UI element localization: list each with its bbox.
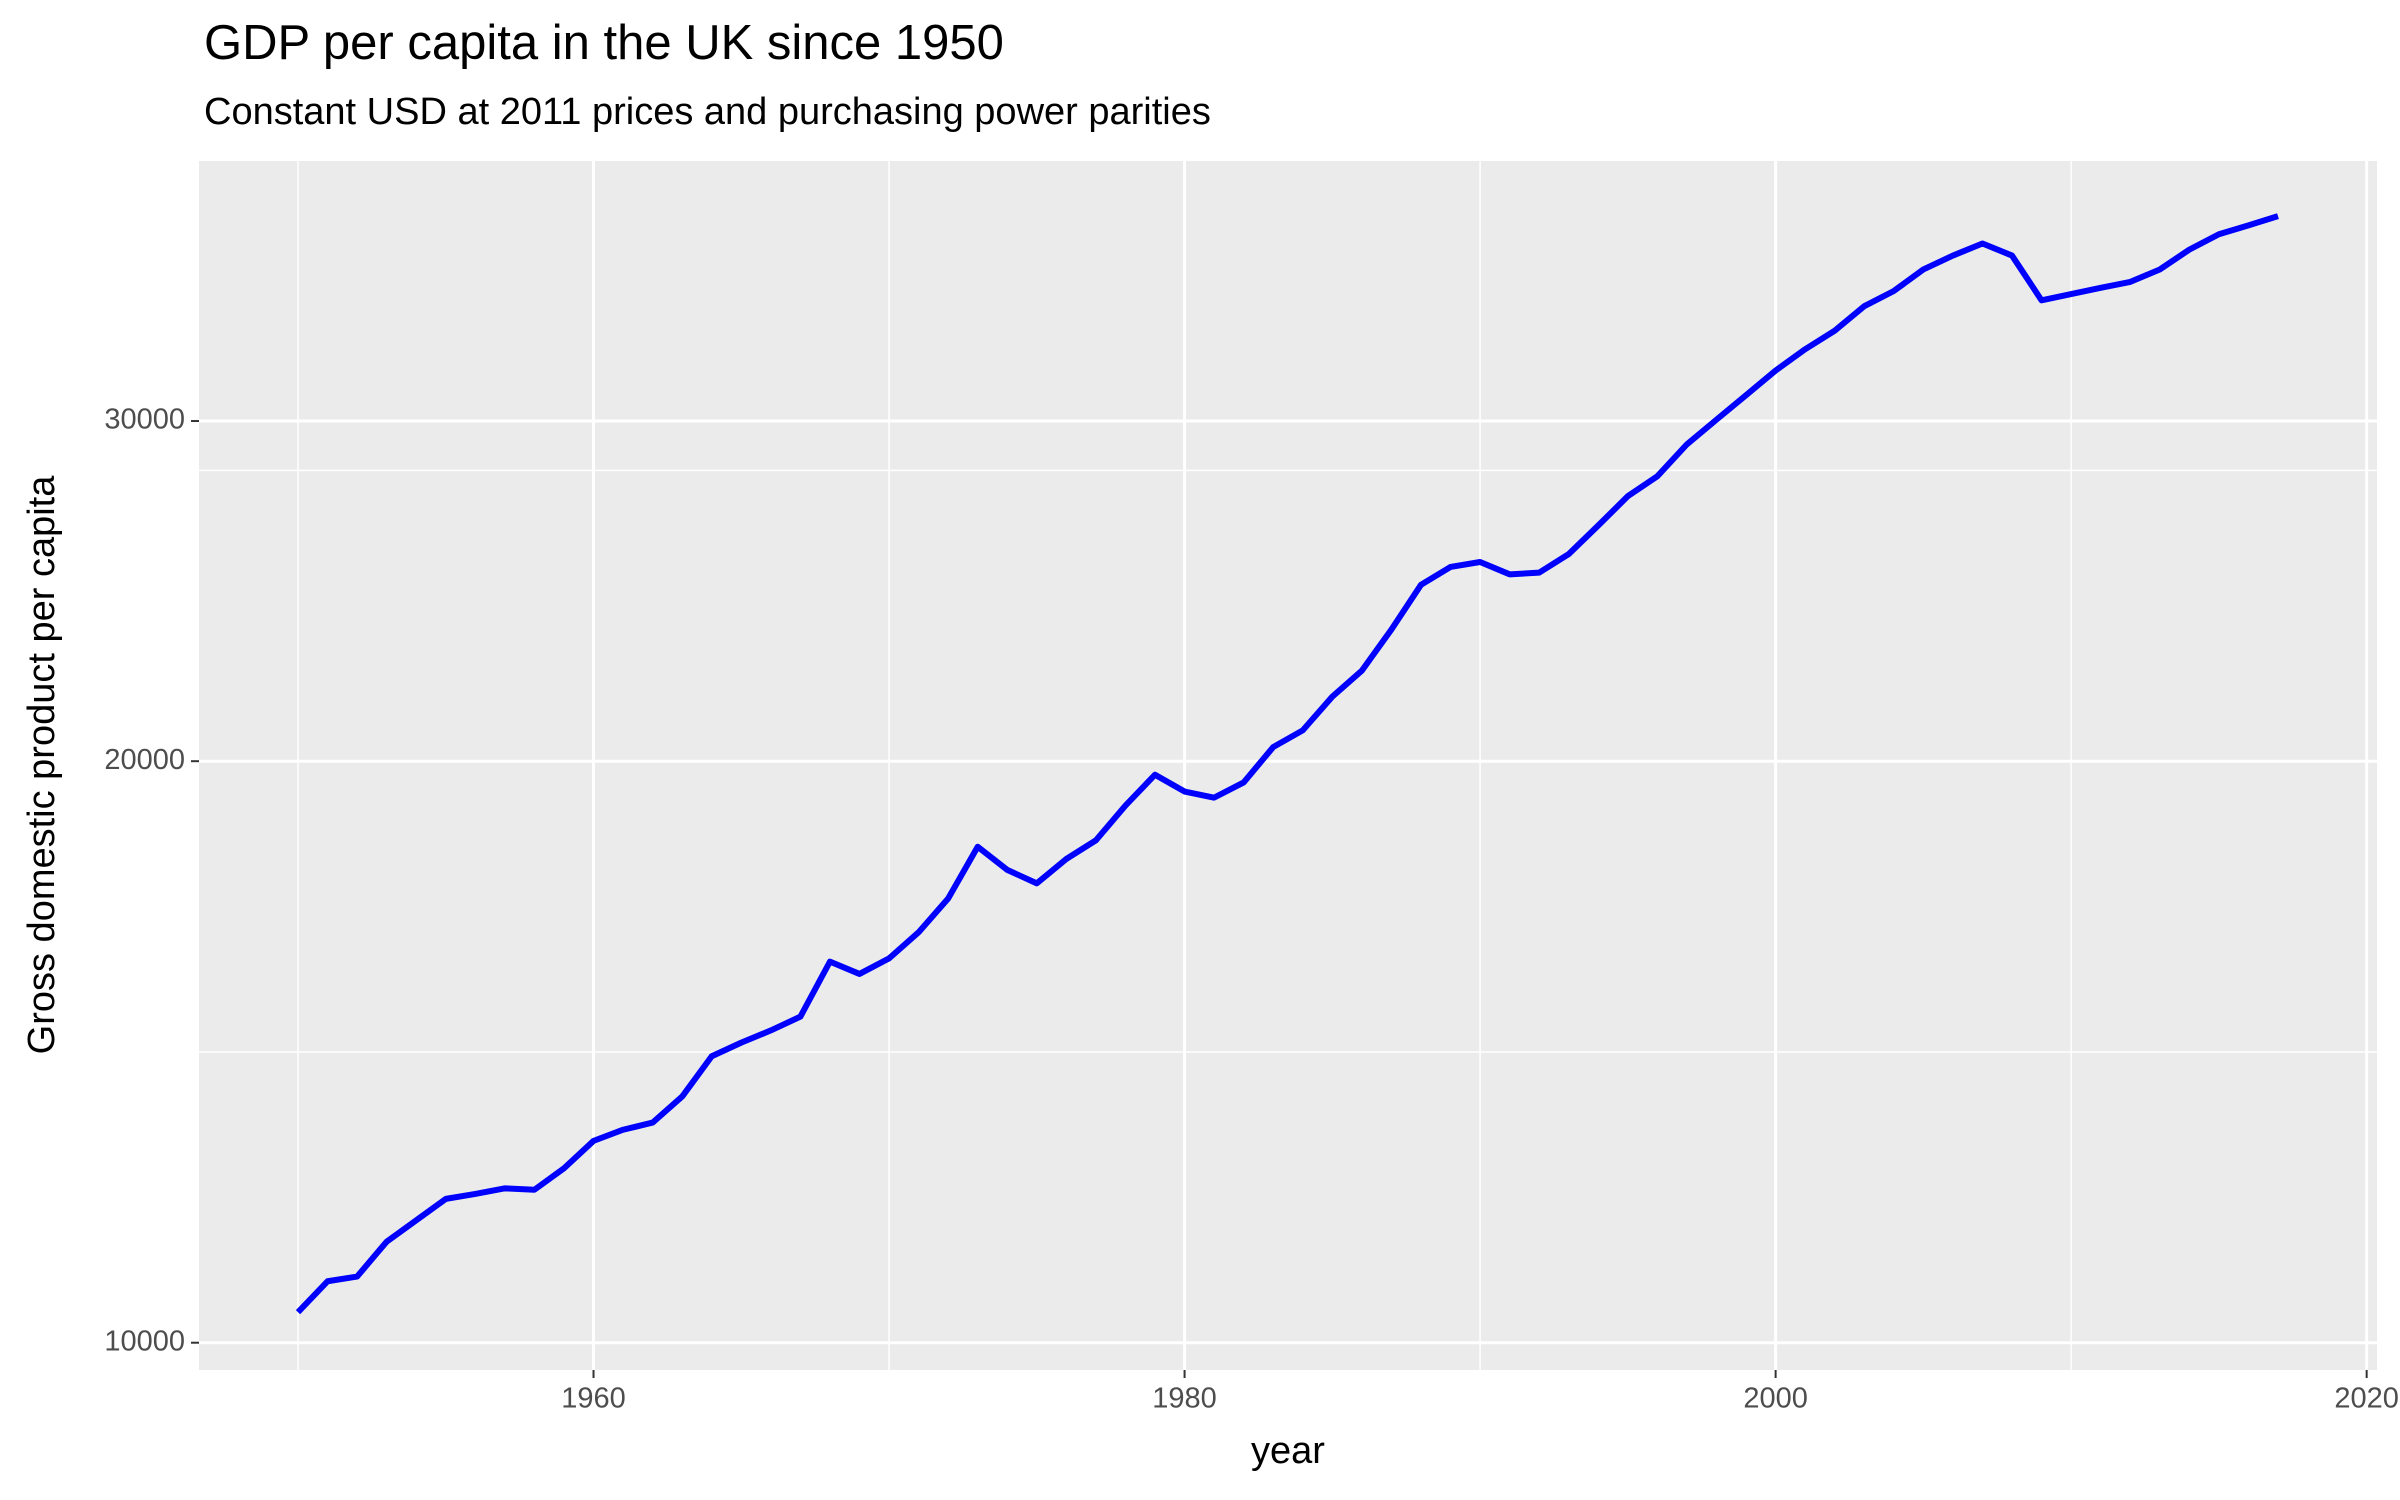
data-line <box>295 213 2279 1315</box>
x-axis-title: year <box>1251 1430 1325 1472</box>
y-tick-label: 30000 <box>104 404 185 436</box>
x-tick-label: 2000 <box>1743 1383 1808 1415</box>
y-tick-label: 20000 <box>104 744 185 776</box>
grid <box>199 161 2377 1370</box>
x-tick-label: 2020 <box>2334 1383 2399 1415</box>
x-tick-label: 1980 <box>1152 1383 1217 1415</box>
x-tick-label: 1960 <box>561 1383 626 1415</box>
y-axis-title: Gross domestic product per capita <box>21 475 63 1055</box>
chart-subtitle: Constant USD at 2011 prices and purchasi… <box>204 91 1211 133</box>
chart-title: GDP per capita in the UK since 1950 <box>204 16 1004 70</box>
y-tick-label: 10000 <box>104 1325 185 1357</box>
